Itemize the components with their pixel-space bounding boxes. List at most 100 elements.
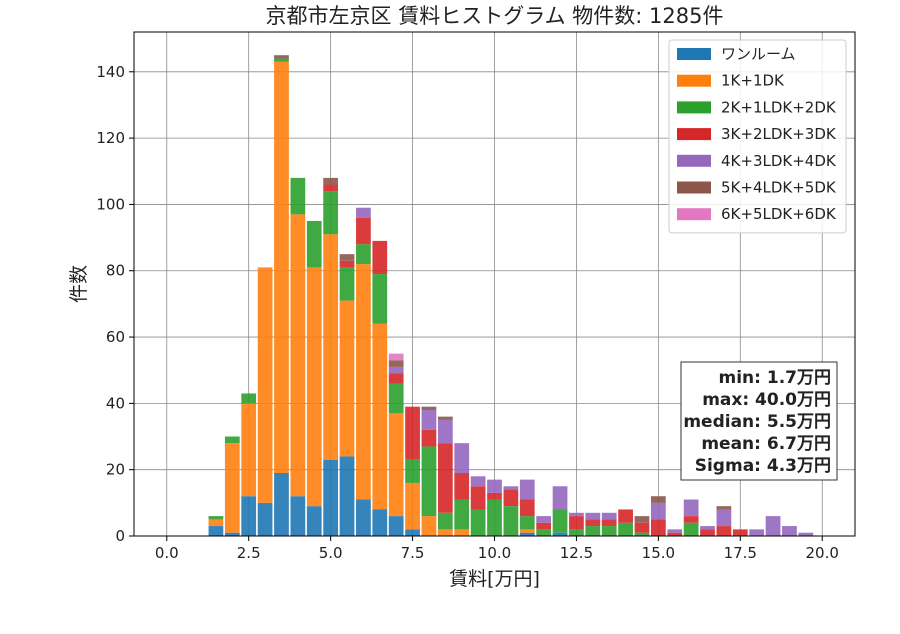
bar-segment bbox=[323, 459, 339, 536]
bar-segment bbox=[519, 479, 535, 500]
bar-segment bbox=[356, 217, 371, 245]
bar-segment bbox=[388, 373, 404, 384]
bar-segment bbox=[716, 509, 732, 527]
bar-segment bbox=[782, 526, 797, 536]
stats-line: min: 1.7万円 bbox=[719, 368, 831, 388]
bar-segment bbox=[470, 476, 486, 487]
legend-swatch bbox=[677, 128, 711, 141]
bar-segment bbox=[421, 516, 437, 536]
bar-segment bbox=[798, 532, 814, 536]
bar-segment bbox=[683, 522, 699, 536]
bar-segment bbox=[601, 526, 617, 536]
legend-label: 2K+1LDK+2DK bbox=[721, 98, 837, 116]
legend-swatch bbox=[677, 74, 711, 87]
x-tick-label: 15.0 bbox=[642, 544, 675, 562]
bar-segment bbox=[421, 446, 437, 517]
bar-segment bbox=[618, 522, 633, 536]
bar-segment bbox=[257, 267, 273, 503]
stats-line: max: 40.0万円 bbox=[702, 390, 831, 410]
bar-segment bbox=[634, 532, 650, 536]
bar-segment bbox=[372, 274, 388, 324]
y-tick-label: 140 bbox=[96, 63, 125, 81]
bar-segment bbox=[536, 522, 552, 530]
bar-segment bbox=[388, 413, 404, 517]
bar-segment bbox=[372, 323, 388, 510]
bar-segment bbox=[470, 509, 486, 536]
x-tick-label: 20.0 bbox=[806, 544, 839, 562]
bar-segment bbox=[388, 360, 404, 367]
stats-box-frame bbox=[680, 361, 838, 481]
bar-segment bbox=[323, 191, 339, 235]
bar-segment bbox=[716, 526, 732, 536]
y-tick-label: 120 bbox=[96, 129, 125, 147]
x-tick-label: 12.5 bbox=[560, 544, 593, 562]
y-tick-label: 60 bbox=[106, 328, 125, 346]
bar-segment bbox=[323, 177, 339, 185]
bar-segment bbox=[290, 214, 306, 497]
bar-segment bbox=[454, 443, 470, 473]
legend-label: 4K+3LDK+4DK bbox=[721, 152, 837, 170]
bar-segment bbox=[667, 532, 683, 536]
bar-segment bbox=[257, 502, 273, 536]
x-tick-label: 10.0 bbox=[478, 544, 511, 562]
bar-segment bbox=[421, 410, 437, 430]
bar-segment bbox=[290, 496, 306, 536]
legend-label: 5K+4LDK+5DK bbox=[721, 179, 837, 197]
y-tick-label: 20 bbox=[106, 461, 125, 479]
bar-segment bbox=[405, 459, 420, 483]
bar-segment bbox=[224, 436, 240, 444]
bar-segment bbox=[536, 516, 552, 523]
bar-segment bbox=[634, 522, 650, 533]
bar-segment bbox=[388, 383, 404, 414]
bar-segment bbox=[700, 529, 715, 536]
bar-segment bbox=[683, 516, 699, 523]
y-tick-label: 0 bbox=[115, 527, 125, 545]
bar-segment bbox=[208, 526, 224, 536]
legend-swatch bbox=[677, 48, 711, 60]
bar-segment bbox=[650, 496, 666, 503]
bar-segment bbox=[290, 177, 306, 215]
legend-swatch bbox=[677, 208, 711, 221]
bar-segment bbox=[356, 207, 371, 218]
bar-segment bbox=[356, 244, 371, 265]
bars bbox=[208, 55, 814, 536]
y-axis-title: 件数 bbox=[68, 265, 90, 303]
bar-segment bbox=[388, 516, 404, 536]
legend-label: ワンルーム bbox=[721, 45, 796, 63]
bar-segment bbox=[700, 526, 715, 530]
bar-segment bbox=[437, 443, 453, 513]
bar-segment bbox=[339, 267, 355, 301]
bar-segment bbox=[487, 492, 502, 500]
bar-segment bbox=[503, 489, 519, 507]
bar-segment bbox=[667, 529, 683, 533]
bar-segment bbox=[405, 406, 420, 460]
bar-segment bbox=[618, 509, 633, 523]
bar-segment bbox=[765, 516, 781, 536]
legend-swatch bbox=[677, 181, 711, 194]
bar-segment bbox=[339, 300, 355, 457]
bar-segment bbox=[437, 512, 453, 530]
x-tick-label: 2.5 bbox=[237, 544, 261, 562]
bar-segment bbox=[339, 254, 355, 261]
bar-segment bbox=[224, 532, 240, 536]
bar-segment bbox=[208, 516, 224, 520]
bar-segment bbox=[356, 499, 371, 536]
bar-segment bbox=[437, 419, 453, 444]
chart-title: 京都市左京区 賃料ヒストグラム 物件数: 1285件 bbox=[266, 4, 724, 28]
bar-segment bbox=[585, 512, 601, 520]
bar-segment bbox=[683, 499, 699, 517]
stats-line: Sigma: 4.3万円 bbox=[695, 456, 831, 476]
bar-segment bbox=[421, 406, 437, 410]
bar-segment bbox=[208, 519, 224, 527]
bar-segment bbox=[601, 512, 617, 520]
bar-segment bbox=[552, 509, 568, 533]
bar-segment bbox=[241, 403, 257, 497]
bar-segment bbox=[274, 473, 289, 536]
bar-segment bbox=[241, 393, 257, 404]
bar-segment bbox=[552, 532, 568, 536]
bar-segment bbox=[552, 486, 568, 510]
bar-segment bbox=[323, 184, 339, 192]
